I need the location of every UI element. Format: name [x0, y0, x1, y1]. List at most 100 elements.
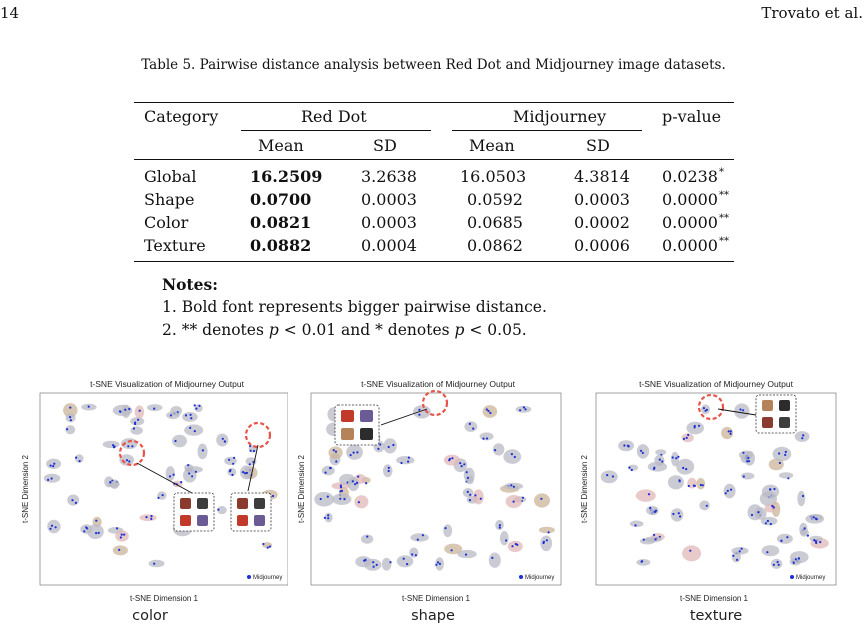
data-point	[511, 545, 514, 548]
chair-sample-image	[197, 498, 208, 509]
data-point	[153, 562, 156, 565]
data-point	[815, 541, 818, 545]
data-point	[172, 473, 175, 476]
data-point	[319, 497, 322, 501]
image-thumbnail	[503, 449, 522, 464]
data-point	[742, 451, 745, 454]
data-point	[730, 488, 733, 491]
data-point	[365, 482, 368, 485]
data-point	[438, 562, 441, 565]
image-thumbnail	[628, 464, 639, 471]
chair-sample-image	[762, 400, 773, 411]
image-thumbnail	[534, 493, 550, 508]
header-mj-sd: SD	[586, 136, 610, 155]
data-point	[819, 541, 822, 544]
data-point	[351, 480, 354, 483]
data-point	[400, 461, 403, 465]
data-point	[639, 449, 643, 452]
data-point	[49, 464, 52, 467]
image-thumbnail	[457, 549, 477, 559]
plot-title: t-SNE Visualization of Midjourney Output	[90, 379, 245, 389]
data-point	[354, 483, 357, 486]
data-point	[392, 443, 395, 447]
row-category: Global	[144, 167, 197, 186]
tsne-chart: t-SNE Visualization of Midjourney Output…	[580, 379, 837, 603]
data-point	[677, 455, 680, 458]
data-point	[326, 495, 329, 498]
chair-sample-image	[254, 515, 265, 526]
cluster-layer	[43, 403, 278, 568]
image-thumbnail	[507, 540, 523, 553]
image-thumbnail	[130, 417, 145, 426]
data-point	[153, 407, 156, 410]
data-point	[229, 469, 232, 472]
legend-label: Midjourney	[253, 575, 282, 581]
image-thumbnail	[115, 530, 129, 542]
data-point	[134, 421, 137, 424]
data-point	[66, 428, 69, 431]
data-point	[125, 459, 129, 462]
data-point	[379, 443, 382, 446]
data-point	[724, 492, 727, 495]
rd-sd: 3.2638	[361, 167, 417, 186]
data-point	[649, 506, 652, 510]
data-point	[742, 475, 745, 478]
running-header-authors: Trovato et al.	[761, 4, 863, 22]
data-point	[387, 466, 390, 469]
data-point	[335, 460, 338, 463]
mj-mean: 16.0503	[460, 167, 527, 186]
data-point	[491, 556, 494, 559]
chair-sample-image	[197, 515, 208, 526]
image-thumbnail	[799, 522, 808, 536]
data-point	[459, 462, 462, 465]
data-point	[519, 409, 522, 412]
image-thumbnail	[75, 454, 84, 463]
data-point	[540, 497, 543, 500]
data-point	[232, 462, 235, 465]
data-point	[778, 461, 781, 465]
data-point	[740, 547, 743, 550]
data-point	[647, 493, 651, 496]
data-point	[726, 489, 729, 492]
image-thumbnail	[314, 492, 334, 507]
image-thumbnail	[184, 466, 203, 474]
row-category: Texture	[144, 236, 206, 255]
chair-sample-image	[779, 417, 790, 428]
data-point	[806, 534, 809, 537]
data-point	[191, 475, 194, 478]
row-category: Shape	[144, 190, 195, 209]
header-red-dot: Red Dot	[301, 107, 367, 126]
chair-sample-image	[254, 498, 265, 509]
legend-marker	[247, 575, 251, 579]
data-point	[244, 472, 247, 475]
data-point	[679, 515, 682, 518]
data-point	[124, 408, 127, 411]
image-thumbnail	[790, 551, 809, 564]
data-point	[221, 437, 224, 440]
sample-image-box	[230, 492, 272, 532]
data-point	[479, 497, 482, 500]
sample-image-box	[173, 492, 215, 532]
data-point	[327, 514, 330, 517]
chair-sample-image	[341, 410, 354, 422]
data-point	[678, 479, 681, 482]
data-point	[407, 456, 410, 459]
data-point	[729, 430, 732, 433]
data-point	[524, 408, 527, 411]
data-point	[813, 539, 816, 542]
data-point	[769, 488, 772, 491]
header-mj-mean: Mean	[469, 136, 515, 155]
p-value: 0.0238*	[662, 167, 724, 186]
image-thumbnail	[768, 458, 784, 471]
data-point	[54, 526, 57, 529]
data-point	[675, 457, 678, 460]
image-thumbnail	[473, 489, 484, 505]
callout-arrow	[717, 408, 757, 416]
rd-mean: 0.0882	[250, 236, 312, 255]
data-point	[131, 445, 134, 448]
highlight-circle	[244, 421, 272, 449]
chair-sample-image	[237, 498, 248, 509]
data-point	[184, 414, 188, 417]
data-point	[83, 530, 86, 533]
image-thumbnail	[413, 405, 431, 419]
